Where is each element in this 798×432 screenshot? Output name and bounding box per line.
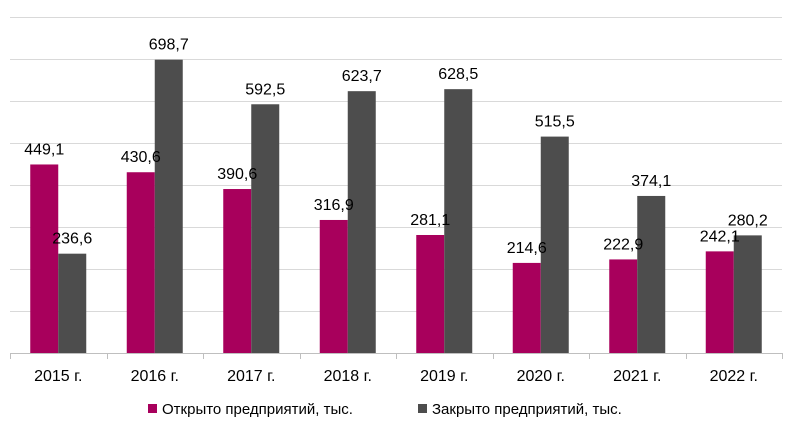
data-label: 316,9 (314, 197, 354, 214)
bar-closed (154, 59, 183, 354)
legend-label: Закрыто предприятий, тыс. (432, 401, 622, 418)
legend-swatch (418, 404, 427, 413)
bar-opened (705, 251, 734, 353)
legend-swatch (148, 404, 157, 413)
bar-closed (251, 104, 280, 354)
bar-opened (223, 189, 252, 353)
category-labels: 2015 г. 2016 г. 2017 г. 2018 г. 2019 г. 2020 … (34, 368, 758, 385)
data-label: 698,7 (149, 37, 189, 54)
data-label: 236,6 (52, 231, 92, 248)
legend-label: Открыто предприятий, тыс. (162, 401, 353, 418)
data-label: 281,1 (410, 212, 450, 229)
bar-opened (512, 262, 541, 353)
bars (30, 59, 762, 354)
bar-closed (58, 253, 87, 353)
bar-closed (347, 91, 376, 353)
data-label: 430,6 (121, 149, 161, 166)
x-axis (10, 353, 783, 359)
data-label: 449,1 (24, 141, 64, 158)
value-labels: 449,1 236,6 430,6 698,7 390,6 592,5 316,9 623,7… (24, 37, 768, 257)
x-tick-label: 2022 г. (710, 368, 758, 385)
data-label: 390,6 (217, 166, 257, 183)
data-label: 592,5 (245, 81, 285, 98)
data-label: 242,1 (700, 228, 740, 245)
x-tick-label: 2021 г. (613, 368, 661, 385)
data-label: 623,7 (342, 68, 382, 85)
data-label: 628,5 (438, 66, 478, 83)
data-label: 280,2 (728, 212, 768, 229)
bar-opened (319, 219, 348, 353)
bar-opened (609, 259, 638, 353)
bar-closed (733, 235, 762, 353)
x-tick-label: 2020 г. (517, 368, 565, 385)
bar-closed (540, 136, 569, 353)
bar-opened (416, 234, 445, 353)
x-tick-label: 2017 г. (227, 368, 275, 385)
data-label: 515,5 (535, 114, 575, 131)
bar-closed (637, 195, 666, 353)
bar-closed (444, 89, 473, 353)
x-tick-label: 2016 г. (131, 368, 179, 385)
legend: Открыто предприятий, тыс. Закрыто предпри… (148, 401, 622, 418)
bar-opened (126, 172, 155, 353)
data-label: 222,9 (603, 236, 643, 253)
bar-opened (30, 164, 59, 353)
x-tick-label: 2018 г. (324, 368, 372, 385)
data-label: 214,6 (507, 240, 547, 257)
data-label: 374,1 (631, 173, 671, 190)
x-tick-label: 2015 г. (34, 368, 82, 385)
x-tick-label: 2019 г. (420, 368, 468, 385)
